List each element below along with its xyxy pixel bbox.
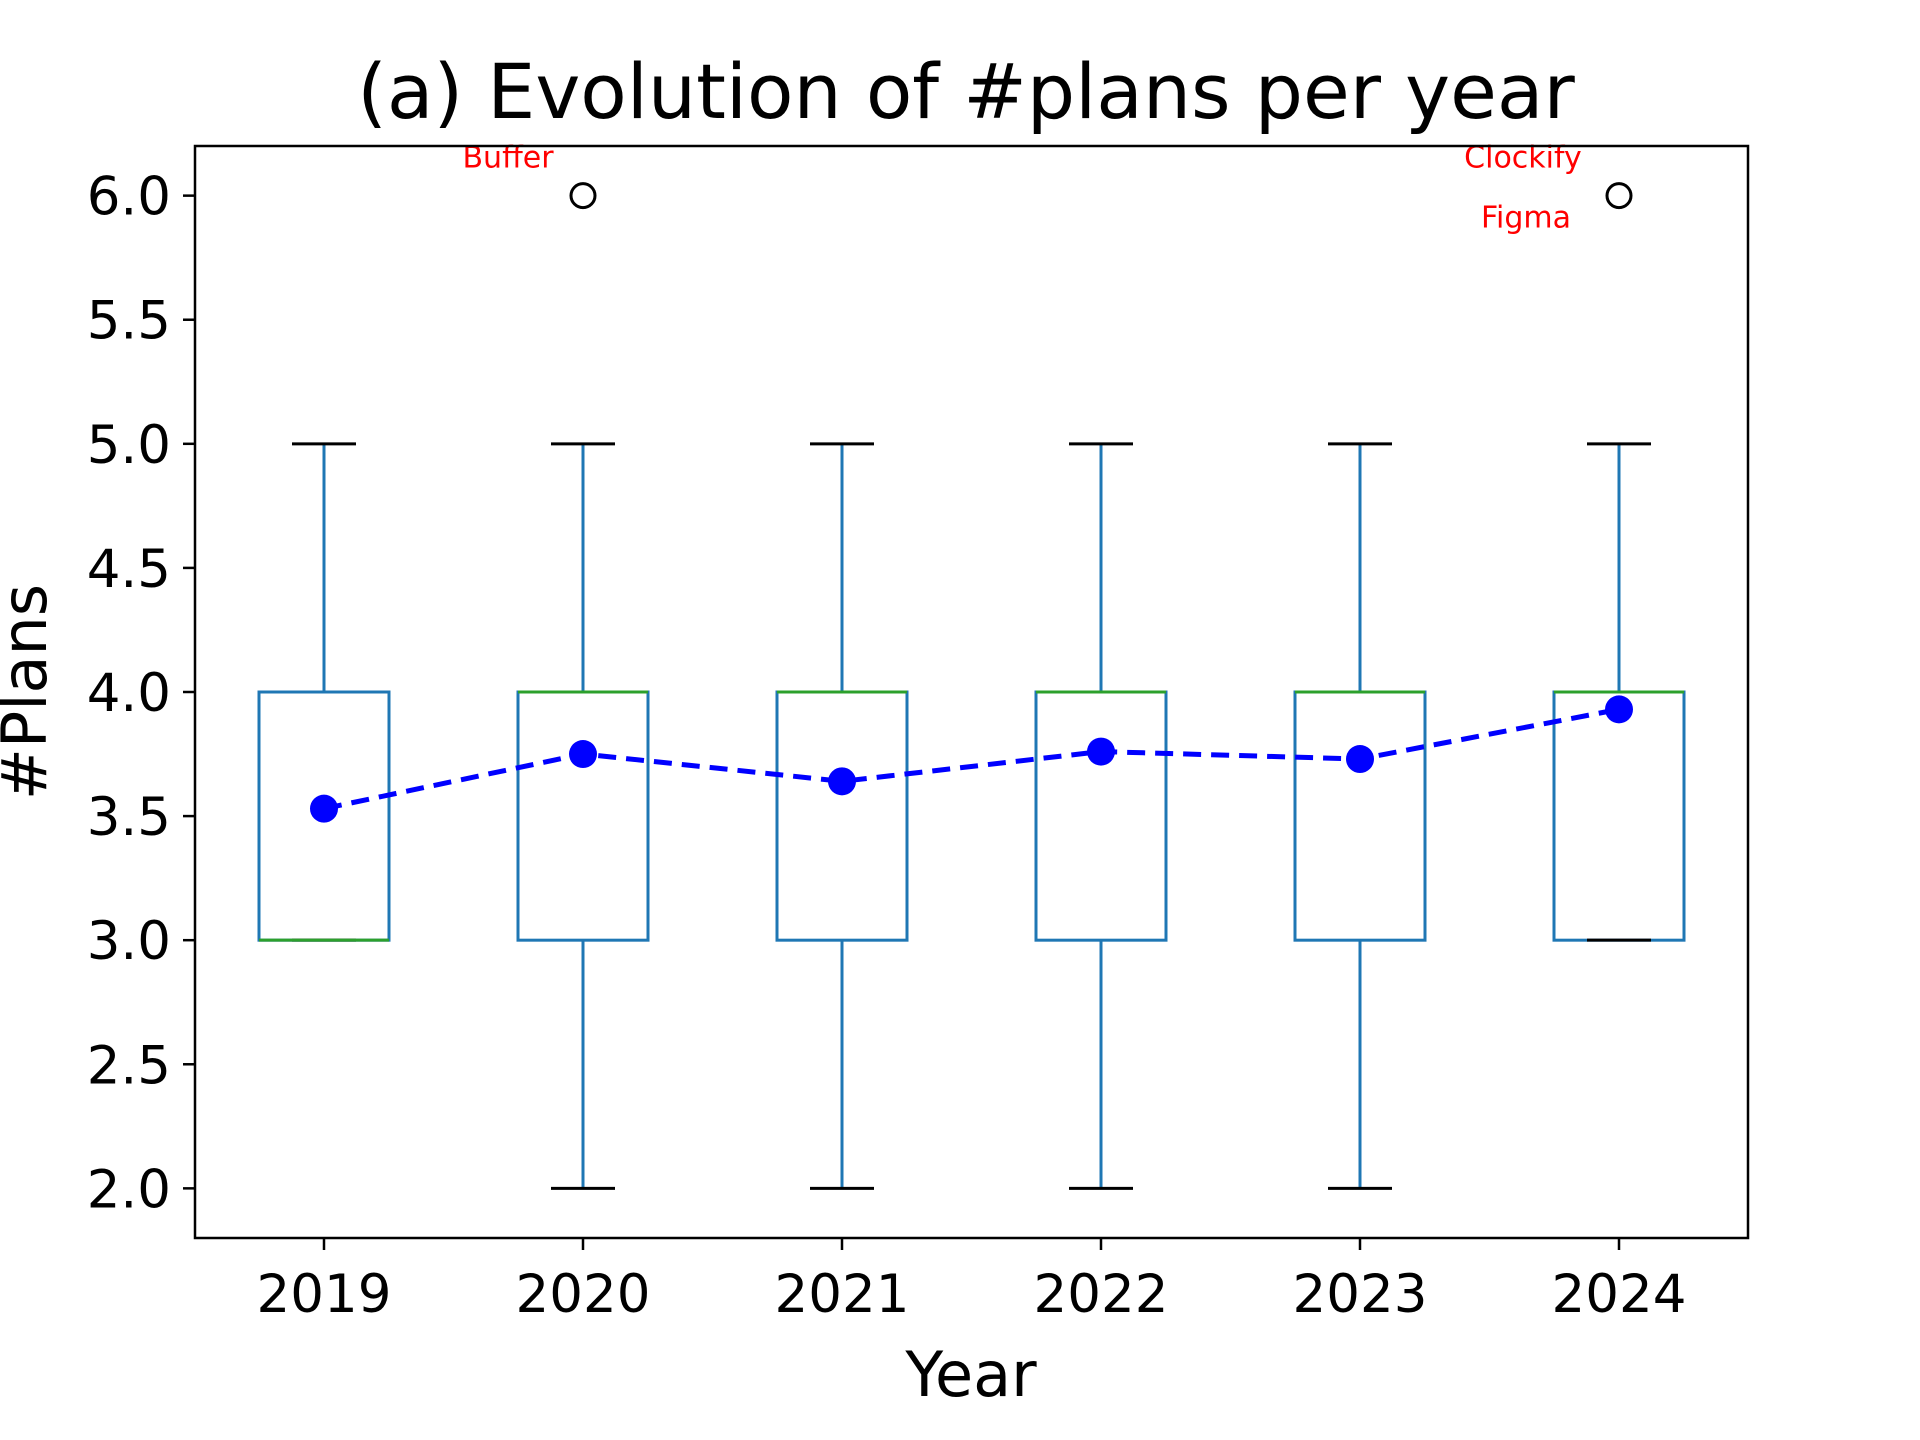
- axis-ticks: 2.0 2.5 3.0 3.5 4.0 4.5 5.0 5.5 6.0 2019 2020 2021 2…: [87, 167, 1687, 1325]
- y-tick-label: 3.0: [87, 911, 171, 972]
- annotation-label: Figma: [1481, 201, 1571, 236]
- mean-line: [323, 706, 1620, 812]
- mean-point: [1087, 737, 1115, 766]
- mean-point: [1346, 745, 1374, 774]
- y-tick-label: 2.5: [87, 1035, 171, 1096]
- y-tick-label: 5.0: [87, 415, 171, 476]
- box-body: [1034, 690, 1168, 942]
- mean-point: [569, 740, 597, 769]
- outlier-point: [1605, 182, 1633, 210]
- mean-point: [1605, 695, 1633, 724]
- box-2020: [516, 182, 650, 1190]
- box-2022: [1034, 442, 1168, 1190]
- outlier-point: [569, 182, 597, 210]
- y-tick-label: 4.5: [87, 539, 171, 600]
- x-tick-label: 2023: [1293, 1264, 1428, 1325]
- box-body: [1552, 690, 1686, 942]
- chart-title: (a) Evolution of #plans per year: [357, 47, 1575, 136]
- x-axis-label: Year: [904, 1338, 1037, 1411]
- mean-point: [310, 794, 338, 823]
- y-tick-label: 5.5: [87, 291, 171, 352]
- x-tick-label: 2022: [1034, 1264, 1169, 1325]
- box-2021: [775, 442, 909, 1190]
- y-tick-label: 3.5: [87, 787, 171, 848]
- box-2024: [1552, 182, 1686, 942]
- y-tick-label: 6.0: [87, 167, 171, 228]
- x-tick-label: 2020: [516, 1264, 651, 1325]
- box-body: [1293, 690, 1427, 942]
- box-2019: [257, 442, 391, 942]
- y-tick-label: 2.0: [87, 1159, 171, 1220]
- y-axis-label: #Plans: [0, 584, 61, 800]
- plot-frame: [193, 144, 1750, 1240]
- box-body: [516, 690, 650, 942]
- box-2023: [1293, 442, 1427, 1190]
- x-tick-label: 2019: [257, 1264, 392, 1325]
- box-body: [775, 690, 909, 942]
- mean-point: [828, 767, 856, 796]
- y-tick-label: 4.0: [87, 663, 171, 724]
- x-tick-label: 2021: [775, 1264, 910, 1325]
- x-tick-label: 2024: [1552, 1264, 1687, 1325]
